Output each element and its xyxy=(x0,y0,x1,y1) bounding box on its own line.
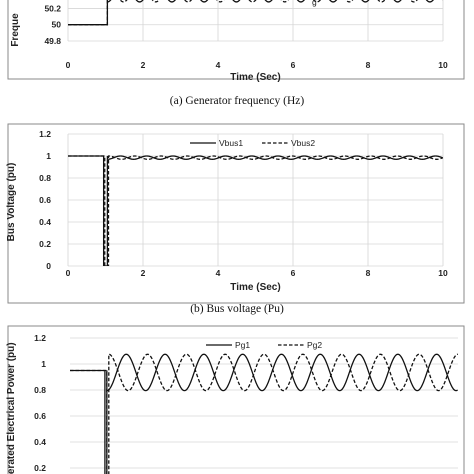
series-line-vbus2 xyxy=(68,155,443,266)
y-tick-label: 0.8 xyxy=(34,385,46,395)
y-axis-title: Freque xyxy=(10,13,21,47)
y-tick-label: 0.2 xyxy=(39,239,51,249)
x-tick-label: 2 xyxy=(141,268,146,278)
series-line-pg2 xyxy=(70,353,458,474)
series-line-1 xyxy=(68,0,434,26)
y-tick-label: 0.6 xyxy=(39,195,51,205)
figure-caption: (a) Generator frequency (Hz) xyxy=(170,95,305,107)
y-axis-title: Generated Electrical Power (pu) xyxy=(6,342,17,474)
y-tick-label: 50.2 xyxy=(44,3,61,13)
legend-label: Vbus2 xyxy=(291,138,315,148)
y-tick-label: 0.8 xyxy=(39,173,51,183)
x-tick-label: 4 xyxy=(216,268,221,278)
x-tick-label: 0 xyxy=(66,268,71,278)
legend-label: Vbus1 xyxy=(219,138,243,148)
x-tick-label: 4 xyxy=(216,60,221,70)
y-tick-label: 1.2 xyxy=(34,333,46,343)
chart-panel-3: 0.2 0.4 0.6 0.8 1 1.2 Generated Electrical Pow… xyxy=(6,325,465,474)
x-tick-label: 6 xyxy=(291,60,296,70)
y-tick-label: 0.6 xyxy=(34,411,46,421)
y-tick-label: 1 xyxy=(46,151,51,161)
x-tick-label: 0 xyxy=(66,60,71,70)
series-line-2 xyxy=(68,0,443,26)
y-tick-label: 0.4 xyxy=(34,437,46,447)
legend-label: Pg1 xyxy=(235,340,250,350)
y-axis-title: Bus Voltage (pu) xyxy=(6,163,17,242)
chart-frame xyxy=(7,123,465,304)
series-line-pg1 xyxy=(70,353,458,474)
y-tick-label: 0.4 xyxy=(39,217,51,227)
x-tick-label: 8 xyxy=(366,268,371,278)
x-tick-label: 10 xyxy=(438,268,448,278)
series-line-vbus1 xyxy=(68,155,443,266)
x-tick-label: 8 xyxy=(366,60,371,70)
y-tick-label: 50 xyxy=(52,20,62,30)
chart-frame xyxy=(7,325,465,474)
legend-label-partial: g xyxy=(312,0,317,7)
chart-panel-2: 0 2 4 6 8 10 0 0.2 0.4 0.6 0.8 1 1.2 Time (Sec) Bus Vo… xyxy=(6,123,465,315)
y-tick-label: 0 xyxy=(46,261,51,271)
x-tick-label: 2 xyxy=(141,60,146,70)
y-tick-label: 1 xyxy=(41,359,46,369)
y-tick-label: 0.2 xyxy=(34,463,46,473)
figure-caption: (b) Bus voltage (Pu) xyxy=(190,303,284,315)
chart-frame xyxy=(7,0,465,80)
x-tick-label: 6 xyxy=(291,268,296,278)
x-axis-title: Time (Sec) xyxy=(230,72,280,83)
legend-label: Pg2 xyxy=(307,340,322,350)
x-axis-title: Time (Sec) xyxy=(230,282,280,293)
y-tick-label: 49.8 xyxy=(44,36,61,46)
x-tick-label: 10 xyxy=(438,60,448,70)
y-tick-label: 1.2 xyxy=(39,129,51,139)
